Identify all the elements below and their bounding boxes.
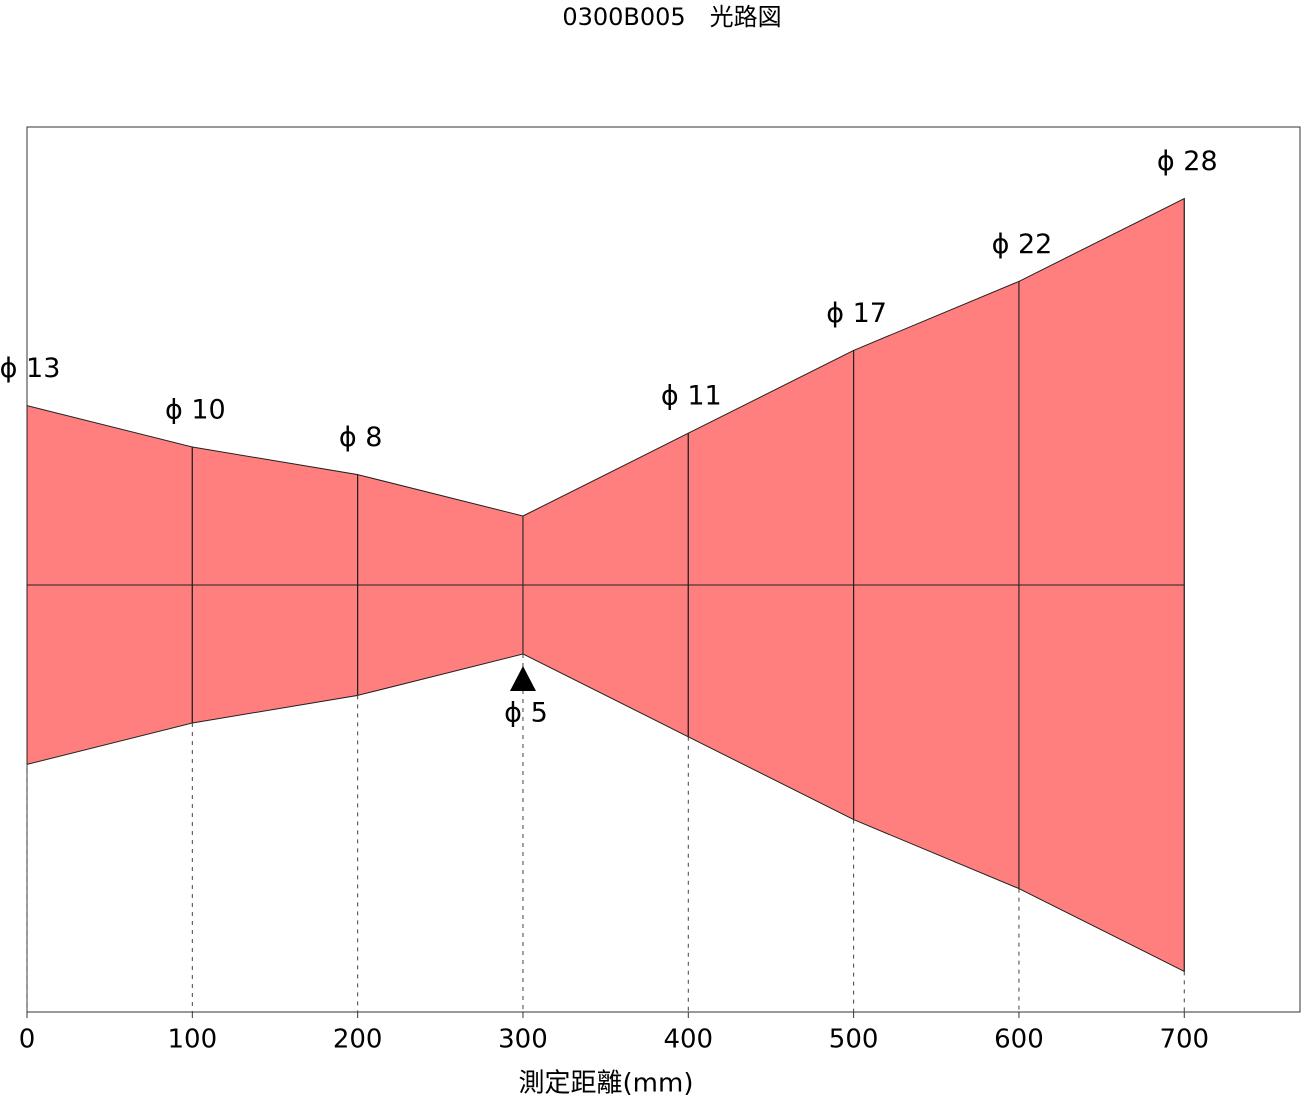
x-tick-label: 700 bbox=[1159, 1025, 1209, 1055]
diameter-label: ϕ 22 bbox=[992, 229, 1053, 260]
x-tick-label: 0 bbox=[19, 1025, 36, 1055]
x-tick-label: 400 bbox=[663, 1025, 713, 1055]
diameter-label: ϕ 17 bbox=[826, 298, 887, 329]
x-axis-label: 測定距離(mm) bbox=[519, 1069, 694, 1099]
x-tick-label: 600 bbox=[994, 1025, 1044, 1055]
x-tick-label: 300 bbox=[498, 1025, 548, 1055]
diameter-label: ϕ 10 bbox=[165, 395, 226, 426]
diameter-label: ϕ 5 bbox=[504, 698, 548, 729]
chart-title: 0300B005 光路図 bbox=[562, 3, 781, 31]
diameter-label: ϕ 13 bbox=[0, 353, 60, 384]
x-tick-label: 100 bbox=[168, 1025, 218, 1055]
focus-marker bbox=[509, 666, 536, 691]
diameter-label: ϕ 11 bbox=[661, 381, 722, 412]
x-tick-label: 200 bbox=[333, 1025, 383, 1055]
diameter-label: ϕ 28 bbox=[1157, 146, 1218, 177]
diameter-label: ϕ 8 bbox=[339, 422, 383, 453]
x-tick-label: 500 bbox=[829, 1025, 879, 1055]
